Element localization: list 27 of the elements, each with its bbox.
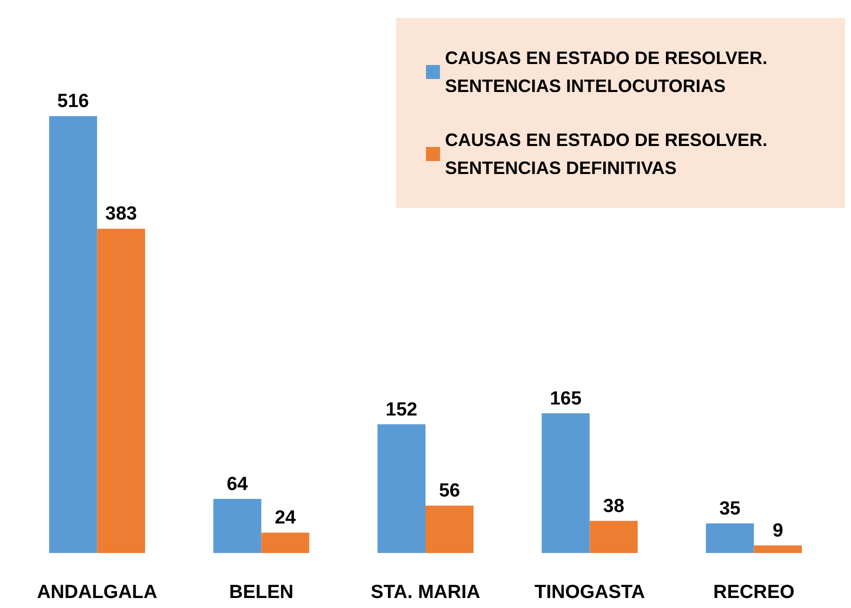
data-label: 152 [386,399,418,420]
bar [49,116,98,553]
data-label: 165 [550,388,582,410]
data-label: 383 [105,204,137,225]
data-label: 9 [772,520,784,542]
bar [213,498,262,553]
bar [754,545,802,553]
x-tick-label: ANDALGALA [36,582,158,603]
bar [542,413,590,553]
x-tick-label: BELEN [229,582,294,603]
bar [97,228,146,553]
legend-label: CAUSAS EN ESTADO DE RESOLVER. SENTENCIAS INTELOCUTORIAS [445,48,772,96]
bar [590,520,638,553]
data-label: 516 [57,91,89,112]
x-tick-label: STA. MARIA [370,582,480,603]
bar [426,506,474,553]
data-label: 38 [603,496,624,517]
data-label: 64 [226,474,248,495]
data-label: 35 [719,498,741,520]
bar [706,523,754,553]
data-label: 56 [438,480,460,502]
data-label: 24 [274,508,296,529]
x-tick-label: TINOGASTA [534,582,646,603]
x-tick-label: RECREO [713,582,795,603]
bar [261,532,310,553]
legend-label: CAUSAS EN ESTADO DE RESOLVER. SENTENCIAS DEFINITIVAS [445,130,772,178]
bar [378,424,426,553]
